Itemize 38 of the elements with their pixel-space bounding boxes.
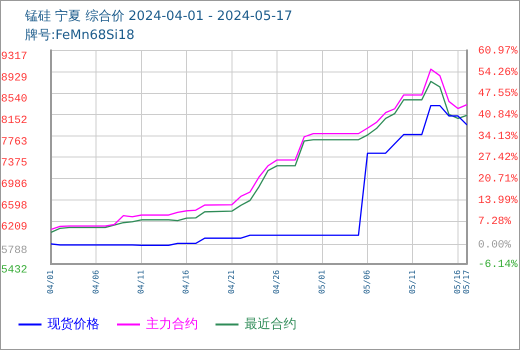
y2-tick-label: 20.71% bbox=[478, 173, 518, 186]
y-tick-label: 9317 bbox=[1, 51, 28, 64]
x-tick-label: 05/11 bbox=[408, 270, 417, 294]
x-tick-label: 05/17 bbox=[462, 270, 472, 294]
y2-tick-label: 54.26% bbox=[478, 66, 518, 79]
y2-tick-label: 7.28% bbox=[478, 216, 512, 228]
y-tick-label: 7763 bbox=[1, 136, 28, 148]
y2-tick-label: 0.00% bbox=[478, 239, 512, 252]
y-tick-label: 5432 bbox=[1, 264, 28, 276]
x-tick-label: 05/06 bbox=[362, 270, 372, 294]
legend-label: 现货价格 bbox=[48, 316, 100, 332]
y-tick-label: 8152 bbox=[1, 114, 28, 127]
x-tick-label: 04/06 bbox=[91, 270, 100, 294]
chart-subtitle: 牌号:FeMn68Si18 bbox=[25, 27, 135, 44]
y-tick-label: 6598 bbox=[1, 200, 28, 212]
y-tick-label: 6209 bbox=[1, 222, 28, 234]
x-tick-label: 05/16 bbox=[453, 270, 462, 294]
x-tick-label: 04/21 bbox=[226, 270, 236, 294]
y2-tick-label: 27.42% bbox=[478, 152, 518, 164]
x-tick-label: 04/16 bbox=[182, 270, 191, 294]
legend-label: 主力合约 bbox=[146, 316, 198, 332]
y2-tick-label: 13.99% bbox=[478, 194, 518, 207]
y-tick-label: 8540 bbox=[1, 94, 28, 106]
chart-title: 锰硅 宁夏 综合价 2024-04-01 - 2024-05-17 bbox=[25, 8, 292, 25]
y2-tick-label: 40.84% bbox=[478, 109, 518, 122]
y2-tick-label: 34.13% bbox=[478, 130, 518, 143]
y2-tick-label: -6.14% bbox=[478, 258, 518, 271]
x-tick-label: 05/01 bbox=[317, 270, 326, 294]
y-tick-label: 6986 bbox=[1, 178, 28, 191]
x-tick-label: 04/11 bbox=[136, 270, 146, 294]
x-tick-label: 04/01 bbox=[46, 270, 56, 294]
y-tick-label: 8929 bbox=[1, 72, 28, 84]
legend-label: 最近合约 bbox=[244, 316, 296, 332]
y2-tick-label: 60.97% bbox=[478, 46, 518, 58]
y-tick-label: 7375 bbox=[1, 158, 28, 170]
x-tick-label: 04/26 bbox=[272, 270, 282, 294]
y2-tick-label: 47.55% bbox=[478, 88, 518, 100]
y-tick-label: 5788 bbox=[1, 244, 28, 257]
